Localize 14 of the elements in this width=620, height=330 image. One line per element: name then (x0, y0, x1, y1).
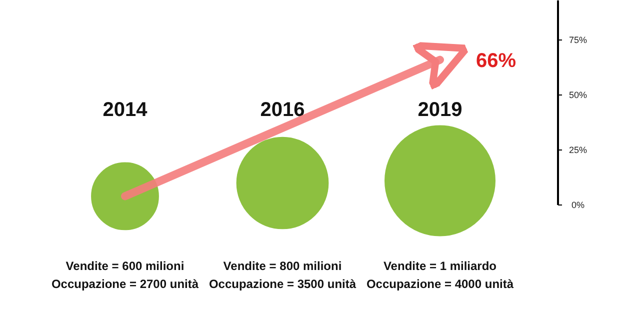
x-tick-label: 2014 (102, 99, 148, 121)
y-tick-label: 75% (568, 35, 588, 46)
x-tick-label: 2019 (418, 99, 462, 121)
annotation: 66% (476, 50, 516, 72)
x-tick-label: 2016 (260, 99, 305, 121)
text: Occupazione = 2700 unità (51, 277, 199, 291)
text: Vendite = 600 milioni (66, 259, 184, 273)
y-tick-label: 25% (568, 145, 588, 156)
text: Occupazione = 3500 unità (208, 277, 356, 291)
text: Occupazione = 4000 unità (366, 277, 514, 291)
y-tick-label: 0% (571, 200, 585, 210)
text: Vendite = 1 miliardo (383, 259, 497, 273)
text: Vendite = 800 milioni (223, 259, 342, 273)
y-tick-label: 50% (568, 90, 588, 100)
